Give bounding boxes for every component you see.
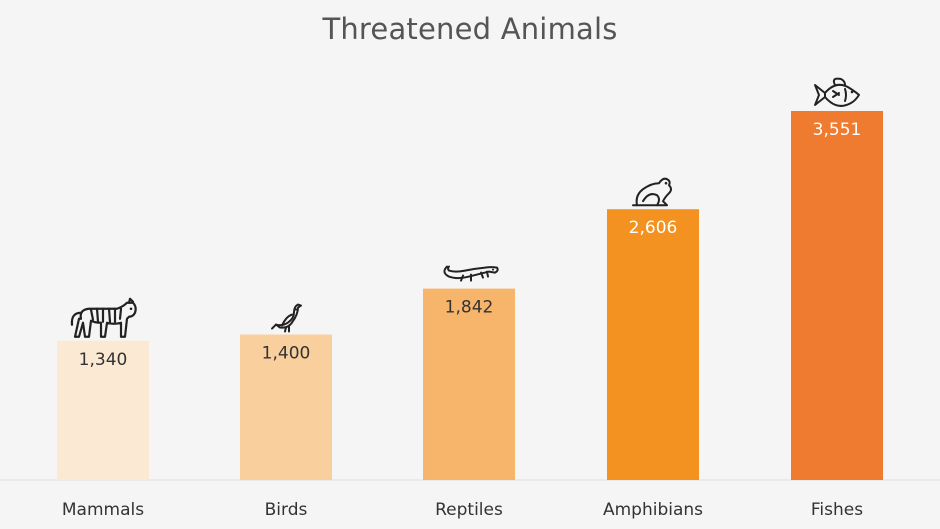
category-label-amphibians: Amphibians [603,500,703,520]
value-label-amphibians: 2,606 [629,218,678,238]
bar-birds [240,334,332,480]
bar-fishes [791,111,883,480]
tiger-icon [70,297,137,338]
category-label-fishes: Fishes [811,500,863,520]
bar-amphibians [607,209,699,480]
value-label-mammals: 1,340 [79,350,128,370]
bar-mammals [57,340,149,480]
value-label-reptiles: 1,842 [445,298,494,318]
value-label-fishes: 3,551 [813,120,862,140]
category-label-mammals: Mammals [62,500,144,520]
frog-icon [632,177,672,207]
chart-title: Threatened Animals [322,12,618,46]
fish-icon [814,77,860,107]
category-label-reptiles: Reptiles [435,500,503,520]
category-label-birds: Birds [265,500,308,520]
bird-icon [271,303,302,333]
value-label-birds: 1,400 [262,344,311,364]
bar-reptiles [423,288,515,480]
lizard-icon [443,265,499,282]
